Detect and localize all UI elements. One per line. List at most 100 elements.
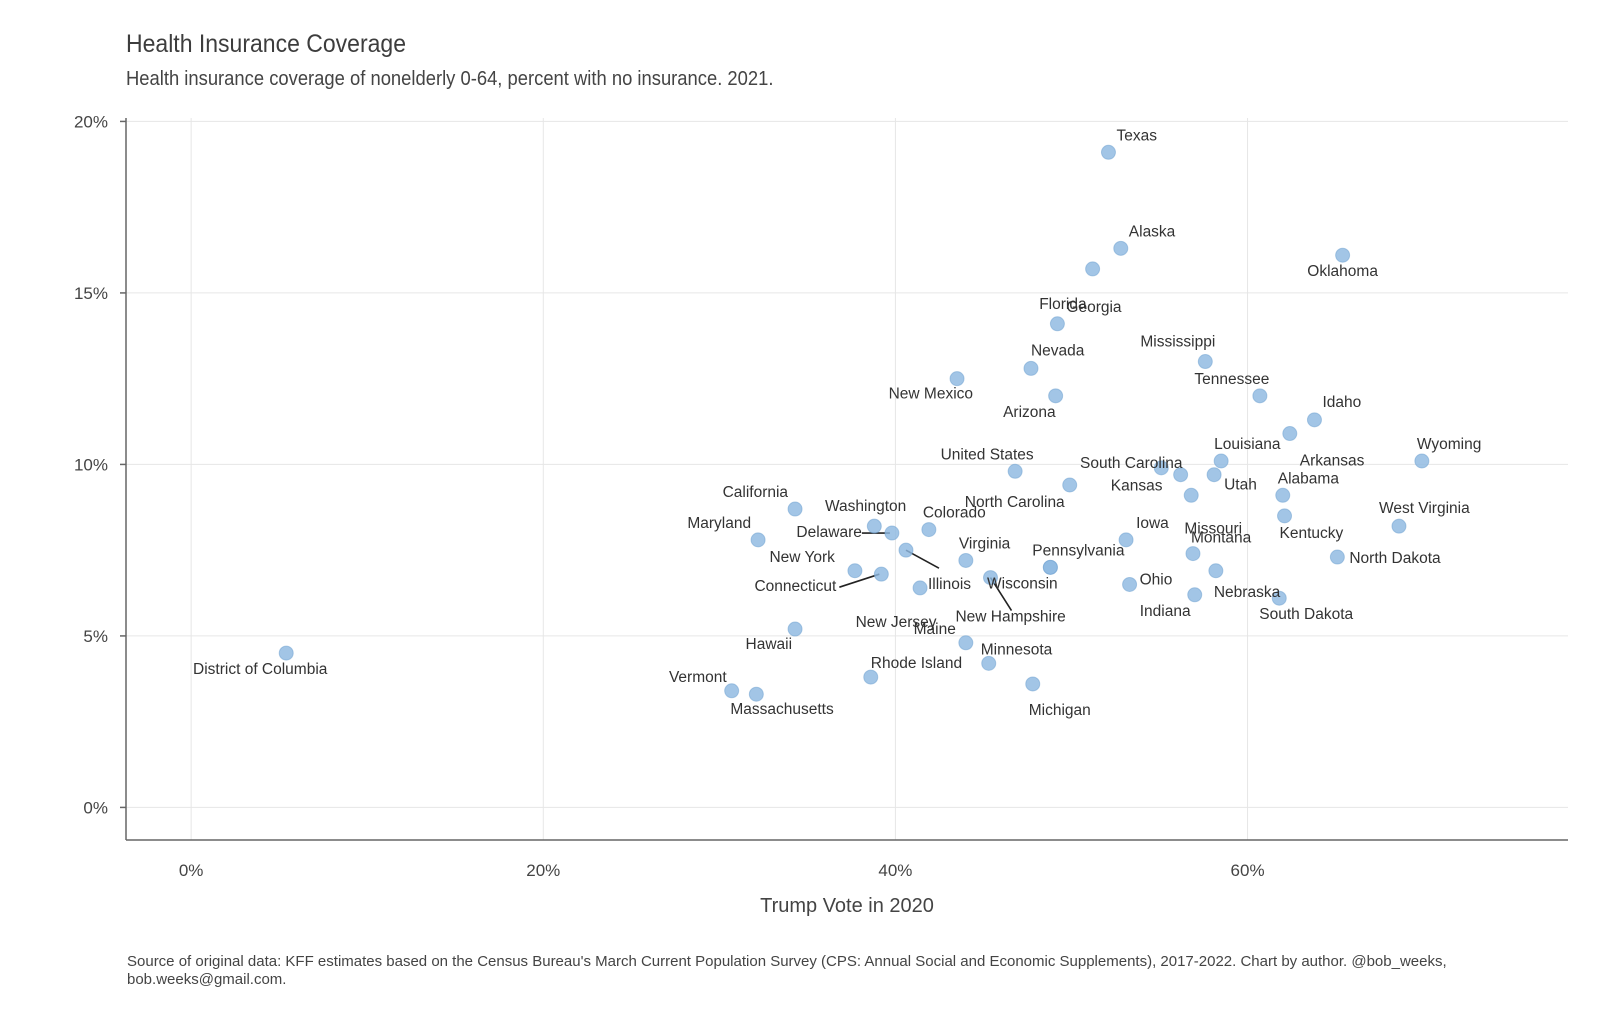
point-maryland — [750, 532, 766, 548]
tick-labels: 0% 5% 10% 15% 20% 0% 20% 40% 60% — [74, 112, 1265, 880]
point-colorado — [921, 522, 937, 538]
point-montana — [1185, 546, 1201, 562]
label-florida: Florida — [1039, 296, 1087, 313]
label-idaho: Idaho — [1322, 394, 1361, 411]
point-massachusetts — [748, 686, 764, 702]
label-wisconsin: Wisconsin — [987, 575, 1058, 592]
point-nebraska — [1208, 563, 1224, 579]
point-alabama — [1275, 487, 1291, 503]
label-missouri: Missouri — [1184, 520, 1242, 537]
label-rhode-island: Rhode Island — [871, 655, 962, 672]
x-tick-label: 0% — [179, 861, 204, 880]
point-alaska — [1113, 240, 1129, 256]
point-arizona — [1048, 388, 1064, 404]
x-tick-label: 40% — [878, 861, 912, 880]
label-nevada: Nevada — [1031, 342, 1085, 359]
point-indiana — [1187, 587, 1203, 603]
label-south-dakota: South Dakota — [1259, 606, 1353, 623]
label-wyoming: Wyoming — [1417, 436, 1481, 453]
label-iowa: Iowa — [1136, 515, 1169, 532]
label-illinois: Illinois — [928, 576, 971, 593]
point-maine — [958, 635, 974, 651]
point-hawaii — [787, 621, 803, 637]
label-united-states: United States — [941, 446, 1034, 463]
label-washington: Washington — [825, 498, 906, 515]
point-new-hampshire — [982, 570, 998, 586]
point-georgia — [1049, 316, 1065, 332]
label-indiana: Indiana — [1140, 603, 1191, 620]
label-north-dakota: North Dakota — [1349, 550, 1441, 567]
label-west-virginia: West Virginia — [1379, 500, 1470, 517]
label-hawaii: Hawaii — [746, 636, 793, 653]
point-rhode-island — [863, 669, 879, 685]
source-caption: Source of original data: KFF estimates b… — [127, 953, 1447, 988]
label-maryland: Maryland — [687, 515, 751, 532]
label-connecticut: Connecticut — [754, 578, 837, 595]
point-north-dakota — [1329, 549, 1345, 565]
point-district-of-columbia — [278, 645, 294, 661]
label-new-hampshire: New Hampshire — [955, 609, 1065, 626]
point-delaware — [884, 525, 900, 541]
point-florida — [1085, 261, 1101, 277]
label-tennessee: Tennessee — [1194, 371, 1269, 388]
y-tick-label: 5% — [83, 627, 108, 646]
point-utah — [1206, 467, 1222, 483]
point-tennessee — [1252, 388, 1268, 404]
label-oklahoma: Oklahoma — [1307, 263, 1378, 280]
label-utah: Utah — [1224, 477, 1257, 494]
y-tick-label: 0% — [83, 798, 108, 817]
label-nebraska: Nebraska — [1214, 584, 1281, 601]
x-tick-label: 20% — [526, 861, 560, 880]
point-mississippi — [1197, 354, 1213, 370]
point-south-dakota — [1271, 590, 1287, 606]
point-kentucky — [1277, 508, 1293, 524]
label-new-york: New York — [769, 549, 835, 566]
point-texas — [1100, 144, 1116, 160]
x-tick-label: 60% — [1231, 861, 1265, 880]
grid-lines — [126, 118, 1568, 840]
point-wisconsin — [1042, 559, 1058, 575]
point-idaho — [1306, 412, 1322, 428]
point-illinois — [898, 542, 914, 558]
point-michigan — [1025, 676, 1041, 692]
label-district-of-columbia: District of Columbia — [193, 661, 328, 678]
point-new-jersey — [912, 580, 928, 596]
label-alaska: Alaska — [1129, 223, 1176, 240]
label-mississippi: Mississippi — [1140, 334, 1215, 351]
point-oklahoma — [1335, 247, 1351, 263]
label-pennsylvania: Pennsylvania — [1032, 542, 1125, 559]
leader-line-connecticut — [839, 573, 880, 588]
label-massachusetts: Massachusetts — [730, 701, 834, 718]
point-kansas — [1173, 467, 1189, 483]
point-minnesota — [981, 655, 997, 671]
point-california — [787, 501, 803, 517]
label-vermont: Vermont — [669, 669, 727, 686]
label-texas: Texas — [1116, 127, 1157, 144]
label-virginia: Virginia — [959, 535, 1011, 552]
point-west-virginia — [1391, 518, 1407, 534]
label-kentucky: Kentucky — [1280, 525, 1344, 542]
point-new-mexico — [949, 371, 965, 387]
label-louisiana: Louisiana — [1214, 436, 1281, 453]
label-new-jersey: New Jersey — [856, 614, 937, 631]
point-connecticut — [873, 566, 889, 582]
label-delaware: Delaware — [796, 524, 861, 541]
y-tick-label: 10% — [74, 455, 108, 474]
label-maine: Maine — [914, 621, 956, 638]
chart-title: Health Insurance Coverage — [126, 30, 407, 58]
label-ohio: Ohio — [1140, 571, 1173, 588]
label-michigan: Michigan — [1029, 702, 1091, 719]
y-tick-label: 15% — [74, 284, 108, 303]
x-axis-title: Trump Vote in 2020 — [760, 895, 934, 917]
label-south-carolina: South Carolina — [1080, 455, 1183, 472]
label-alabama: Alabama — [1278, 470, 1340, 487]
label-north-carolina: North Carolina — [965, 494, 1065, 511]
chart-subtitle: Health insurance coverage of nonelderly … — [126, 68, 774, 90]
point-missouri — [1183, 487, 1199, 503]
y-tick-label: 20% — [74, 112, 108, 131]
label-georgia: Georgia — [1066, 299, 1122, 316]
point-louisiana — [1213, 453, 1229, 469]
label-minnesota: Minnesota — [981, 641, 1053, 658]
